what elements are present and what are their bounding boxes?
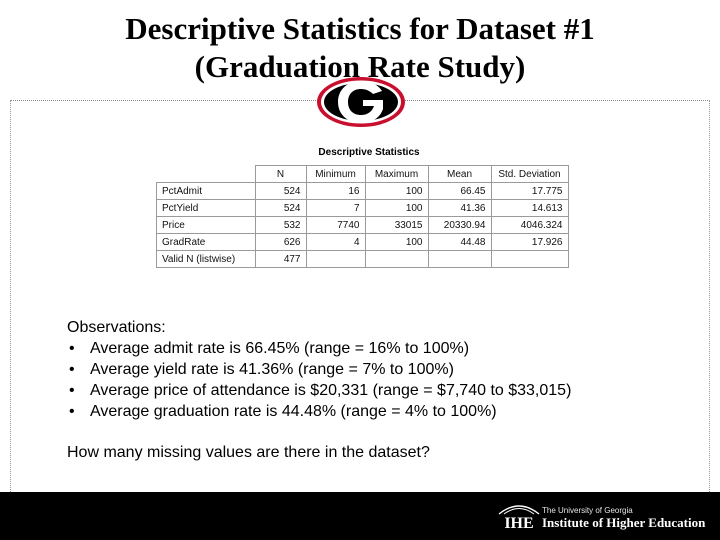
table-cell: PctYield — [156, 199, 256, 217]
table-header-cell: Minimum — [305, 165, 366, 183]
table-cell — [427, 250, 492, 268]
ihe-logo-icon: IHE — [497, 497, 541, 532]
bullet-icon: • — [69, 382, 75, 399]
observation-text: Average price of attendance is $20,331 (… — [90, 382, 572, 399]
list-item: • Average graduation rate is 44.48% (rang… — [67, 401, 571, 422]
table-cell — [490, 250, 569, 268]
table-cell: 44.48 — [427, 233, 492, 251]
table-cell: 20330.94 — [427, 216, 492, 234]
table-caption: Descriptive Statistics — [318, 147, 420, 158]
observations-block: Observations: • Average admit rate is 66.… — [67, 317, 571, 422]
table-cell: GradRate — [156, 233, 256, 251]
table-cell — [305, 250, 366, 268]
bullet-icon: • — [69, 403, 75, 420]
observations-list: • Average admit rate is 66.45% (range = 1… — [67, 338, 571, 422]
table-cell: 477 — [254, 250, 307, 268]
observation-text: Average admit rate is 66.45% (range = 16… — [90, 340, 470, 357]
list-item: • Average admit rate is 66.45% (range = 1… — [67, 338, 571, 359]
table-cell — [364, 250, 429, 268]
table-cell: 524 — [254, 182, 307, 200]
ihe-mark-text: IHE — [504, 515, 533, 531]
table-cell: 532 — [254, 216, 307, 234]
footer-bar — [0, 492, 720, 540]
table-row: Price 532 7740 33015 20330.94 4046.324 — [156, 216, 569, 234]
table-row: PctYield 524 7 100 41.36 14.613 — [156, 199, 569, 217]
table-cell: 100 — [364, 233, 429, 251]
table-cell: 17.775 — [490, 182, 569, 200]
table-cell: 33015 — [364, 216, 429, 234]
georgia-g-logo-icon — [316, 76, 406, 133]
left-border — [10, 100, 11, 492]
table-row: Valid N (listwise) 477 — [156, 250, 569, 268]
table-row: PctAdmit 524 16 100 66.45 17.775 — [156, 182, 569, 200]
table-cell: 7 — [305, 199, 366, 217]
observations-heading: Observations: — [67, 319, 166, 336]
bullet-icon: • — [69, 361, 75, 378]
observation-text: Average graduation rate is 44.48% (range… — [90, 403, 497, 420]
table-cell: 524 — [254, 199, 307, 217]
question-text: How many missing values are there in the… — [67, 444, 430, 461]
table-cell: 17.926 — [490, 233, 569, 251]
table-cell: 16 — [305, 182, 366, 200]
table-cell: Valid N (listwise) — [156, 250, 256, 268]
footer-org-line1: The University of Georgia — [542, 506, 633, 515]
slide-title: Descriptive Statistics for Dataset #1 (G… — [0, 10, 720, 86]
right-border — [709, 100, 710, 492]
observation-text: Average yield rate is 41.36% (range = 7%… — [90, 361, 454, 378]
table-header-row: N Minimum Maximum Mean Std. Deviation — [156, 165, 569, 183]
table-cell: Price — [156, 216, 256, 234]
table-header-cell: N — [254, 165, 307, 183]
table-cell: 7740 — [305, 216, 366, 234]
footer-org-line2: Institute of Higher Education — [542, 515, 706, 530]
table-header-cell — [156, 165, 256, 183]
descriptive-statistics-table: N Minimum Maximum Mean Std. Deviation Pc… — [156, 165, 569, 268]
table-row: GradRate 626 4 100 44.48 17.926 — [156, 233, 569, 251]
bullet-icon: • — [69, 340, 75, 357]
table-cell: 4 — [305, 233, 366, 251]
table-cell: 4046.324 — [490, 216, 569, 234]
table-cell: 66.45 — [427, 182, 492, 200]
table-cell: 100 — [364, 182, 429, 200]
table-cell: PctAdmit — [156, 182, 256, 200]
table-cell: 41.36 — [427, 199, 492, 217]
table-header-cell: Maximum — [364, 165, 429, 183]
slide-title-line1: Descriptive Statistics for Dataset #1 — [125, 11, 595, 46]
table-cell: 100 — [364, 199, 429, 217]
table-header-cell: Mean — [427, 165, 492, 183]
list-item: • Average price of attendance is $20,331 … — [67, 380, 571, 401]
list-item: • Average yield rate is 41.36% (range = 7… — [67, 359, 571, 380]
table-cell: 626 — [254, 233, 307, 251]
table-header-cell: Std. Deviation — [490, 165, 569, 183]
table-cell: 14.613 — [490, 199, 569, 217]
